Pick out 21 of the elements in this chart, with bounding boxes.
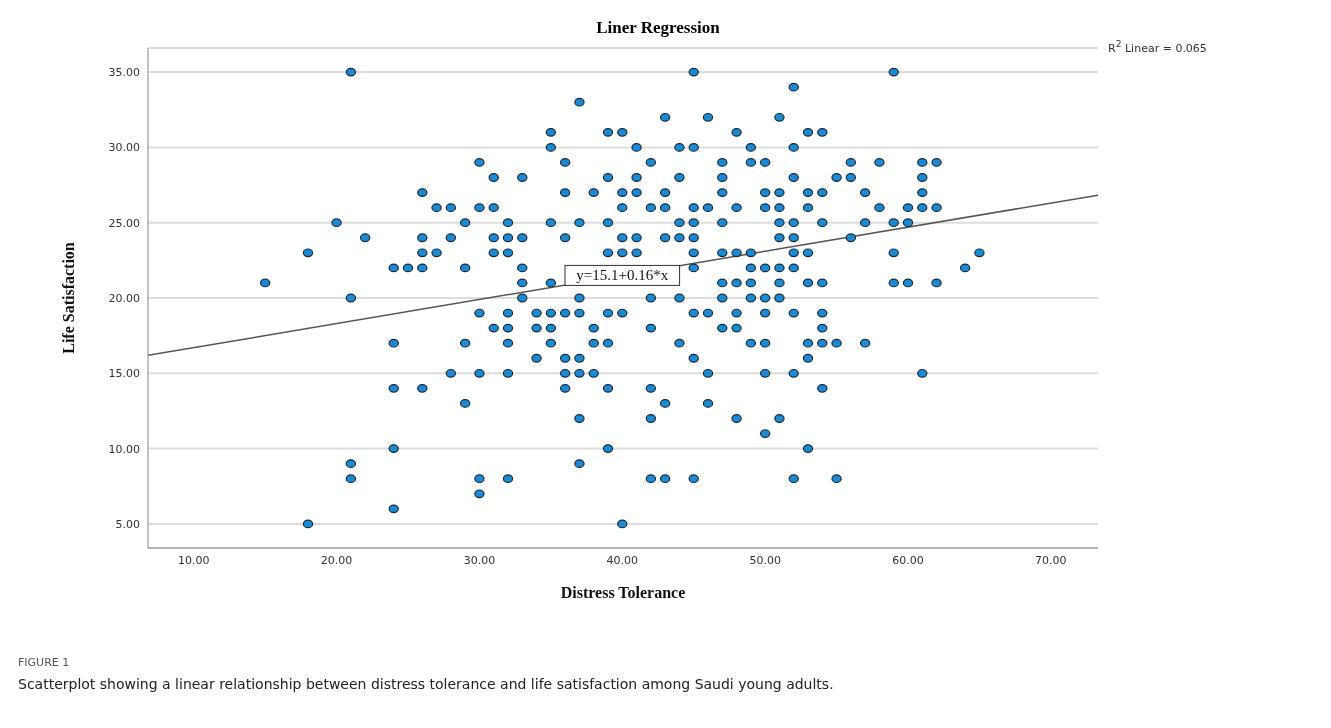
y-tick-label: 25.00	[108, 216, 140, 230]
x-tick-label: 20.00	[320, 553, 353, 567]
caption: FIGURE 1	[18, 656, 70, 669]
x-tick-label: 70.00	[1035, 553, 1067, 567]
y-tick-label: 20.00	[108, 291, 140, 305]
annotation: y=15.1+0.16*x	[576, 267, 669, 284]
text: Scatterplot showing a linear relationship between distress tolerance and life satisfaction among Saudi young adults.	[18, 676, 834, 692]
y-axis-title: Life Satisfaction	[59, 242, 77, 354]
y-tick-label: 10.00	[108, 442, 140, 456]
x-tick-label: 60.00	[892, 553, 924, 567]
x-axis-title: Distress Tolerance	[560, 584, 686, 601]
y-tick-label: 15.00	[108, 367, 140, 381]
x-tick-label: 40.00	[606, 553, 639, 567]
x-tick-label: 30.00	[463, 553, 496, 567]
x-tick-label: 10.00	[177, 553, 210, 567]
x-tick-label: 50.00	[749, 553, 781, 567]
text: R$^{2}$ Linear = 0.065	[1108, 38, 1207, 55]
chart-title: Liner Regression	[595, 18, 721, 38]
y-tick-label: 30.00	[108, 141, 140, 155]
y-tick-label: 35.00	[108, 66, 140, 79]
y-tick-label: 5.00	[115, 517, 140, 531]
